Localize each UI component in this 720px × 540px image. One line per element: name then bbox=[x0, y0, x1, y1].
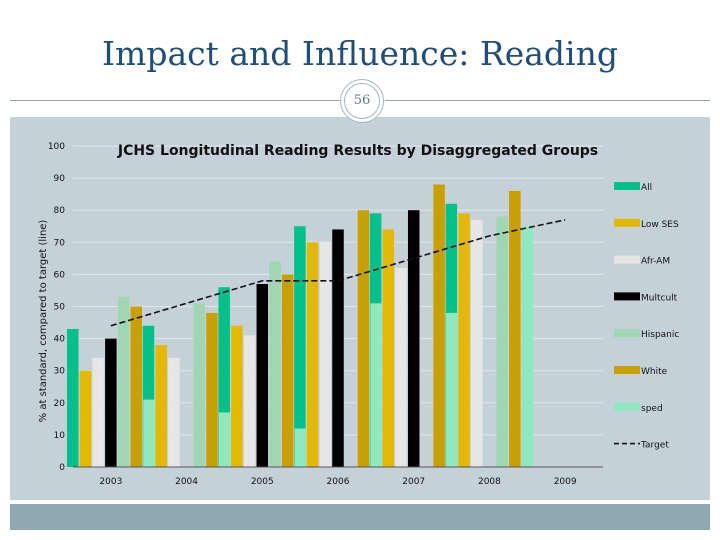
bar-sped-2008 bbox=[521, 226, 534, 467]
bar-all-2004 bbox=[142, 325, 155, 467]
bar-white-2007 bbox=[433, 184, 445, 467]
legend-swatch-afr-am bbox=[614, 255, 640, 264]
bar-sped-2003 bbox=[143, 399, 155, 467]
legend-swatch-low-ses bbox=[614, 218, 640, 227]
legend-label: All bbox=[641, 183, 652, 193]
y-tick-label: 80 bbox=[54, 206, 66, 216]
bar-afr-am-2004 bbox=[168, 357, 180, 467]
bar-white-2004 bbox=[206, 312, 218, 467]
x-tick-label: 2007 bbox=[402, 477, 425, 487]
y-tick-label: 0 bbox=[59, 463, 65, 473]
y-tick-label: 90 bbox=[54, 174, 66, 184]
page-number: 56 bbox=[344, 83, 380, 119]
chart-title: JCHS Longitudinal Reading Results by Dis… bbox=[117, 143, 598, 159]
x-tick-label: 2003 bbox=[99, 477, 122, 487]
y-tick-label: 30 bbox=[54, 367, 66, 377]
bar-sped-2006 bbox=[370, 303, 382, 467]
legend-label: sped bbox=[641, 404, 663, 414]
bar-low-ses-2005 bbox=[231, 325, 243, 467]
title-rule-left bbox=[10, 100, 340, 101]
y-tick-label: 50 bbox=[54, 303, 66, 313]
target-line bbox=[110, 219, 566, 327]
x-tick-label: 2008 bbox=[478, 477, 501, 487]
y-tick-label: 10 bbox=[54, 431, 66, 441]
bar-white-2008 bbox=[509, 190, 521, 467]
bar-white-2005 bbox=[281, 274, 294, 467]
legend-swatch-white bbox=[614, 366, 640, 374]
tick-labels: 0 10 20 30 40 50 60 70 80 90 100 2003 2004 2005 2006 20… bbox=[48, 142, 577, 487]
legend-label: Hispanic bbox=[641, 330, 679, 340]
bar-sped-2004 bbox=[218, 412, 231, 467]
bar-white-2006 bbox=[357, 210, 370, 467]
bar-afr-am-2006 bbox=[319, 242, 332, 467]
legend-swatch-hispanic bbox=[614, 329, 640, 338]
bar-afr-am-2003 bbox=[92, 357, 104, 467]
footer-divider bbox=[10, 500, 710, 504]
y-tick-label: 40 bbox=[54, 335, 66, 345]
legend-swatch-multcult bbox=[614, 292, 640, 301]
bar-low-ses-2006 bbox=[306, 242, 319, 467]
bar-multcult-2007 bbox=[407, 210, 420, 467]
legend-label: Multcult bbox=[641, 293, 678, 303]
bar-afr-am-2005 bbox=[243, 335, 256, 467]
y-tick-label: 60 bbox=[54, 270, 66, 280]
x-tick-label: 2004 bbox=[175, 477, 198, 487]
y-tick-label: 100 bbox=[48, 142, 65, 152]
bar-low-ses-2007 bbox=[382, 229, 395, 467]
bar-sped-2007 bbox=[446, 312, 458, 467]
y-tick-label: 20 bbox=[54, 399, 66, 409]
legend-swatch-all bbox=[614, 182, 640, 190]
bar-multcult-2005 bbox=[256, 284, 269, 467]
bar-low-ses-2004 bbox=[155, 345, 167, 467]
bar-all-2005 bbox=[218, 287, 230, 467]
bar-afr-am-2008 bbox=[470, 219, 483, 467]
legend-swatch-sped bbox=[614, 402, 640, 411]
y-tick-label: 70 bbox=[54, 238, 66, 248]
bar-hispanic-2004 bbox=[193, 303, 206, 467]
title-rule-right bbox=[385, 100, 710, 101]
bar-white-2003 bbox=[130, 306, 143, 467]
legend-label: Low SES bbox=[641, 220, 679, 230]
bar-sped-2005 bbox=[294, 428, 307, 467]
bar-low-ses-2003 bbox=[79, 370, 92, 467]
legend-label: Afr-AM bbox=[641, 257, 670, 267]
legend-label: White bbox=[641, 367, 668, 377]
bar-hispanic-2005 bbox=[269, 261, 281, 467]
bar-all-2003 bbox=[67, 328, 79, 467]
legend-label: Target bbox=[640, 441, 669, 451]
x-tick-label: 2005 bbox=[251, 477, 274, 487]
footer-band bbox=[10, 504, 710, 530]
bars bbox=[67, 184, 534, 467]
target-line-group bbox=[110, 219, 566, 327]
x-tick-label: 2009 bbox=[554, 477, 577, 487]
bar-afr-am-2007 bbox=[395, 267, 407, 467]
y-axis-label: % at standard, compared to target (line) bbox=[38, 220, 49, 423]
bar-low-ses-2008 bbox=[458, 213, 470, 467]
slide-title: Impact and Influence: Reading bbox=[102, 34, 618, 73]
x-tick-label: 2006 bbox=[327, 477, 350, 487]
bar-hispanic-2008 bbox=[496, 216, 508, 467]
bar-hispanic-2003 bbox=[117, 296, 130, 467]
legend: All Low SES Afr-AM Multcult Hispanic White spe… bbox=[614, 182, 679, 451]
bar-chart: JCHS Longitudinal Reading Results by Dis… bbox=[38, 142, 679, 487]
bar-multcult-2003 bbox=[105, 338, 117, 467]
bar-all-2006 bbox=[294, 226, 306, 467]
bar-multcult-2006 bbox=[332, 229, 344, 467]
